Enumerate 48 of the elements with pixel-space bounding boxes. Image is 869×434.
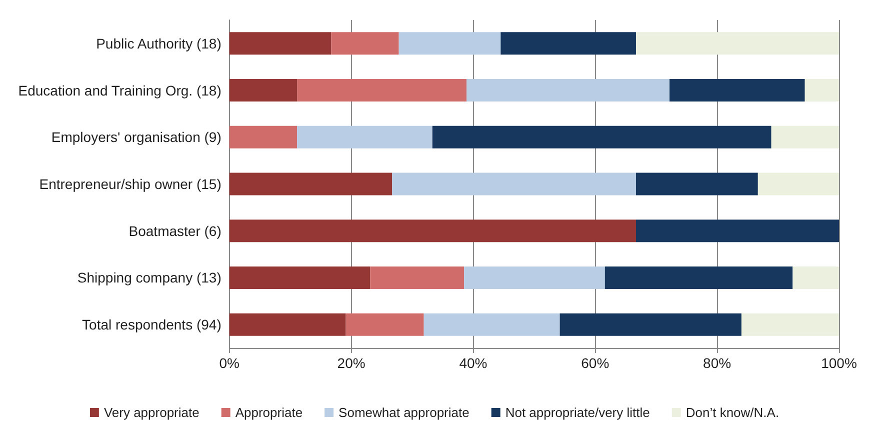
- y-tick-label: Shipping company (13): [77, 270, 222, 286]
- bar: [331, 32, 399, 55]
- x-tick-label: 100%: [821, 355, 857, 371]
- bar: [229, 266, 370, 289]
- x-tick-label: 40%: [459, 355, 488, 371]
- y-tick-label: Employers' organisation (9): [51, 129, 222, 146]
- bar: [636, 220, 839, 242]
- bar: [604, 266, 793, 289]
- bar: [229, 172, 392, 196]
- legend-label: Somewhat appropriate: [338, 405, 470, 420]
- x-tick-label: 60%: [581, 355, 610, 371]
- bar: [670, 79, 805, 102]
- x-tick-label: 80%: [703, 355, 732, 371]
- bar: [636, 172, 758, 196]
- bar: [229, 126, 298, 148]
- bar: [424, 313, 560, 336]
- bar: [466, 79, 670, 102]
- bar: [464, 266, 605, 289]
- y-tick-label: Total respondents (94): [82, 316, 222, 333]
- legend-label: Not appropriate/very little: [505, 405, 650, 420]
- legend-label: Very appropriate: [104, 405, 200, 420]
- bar: [229, 32, 332, 55]
- y-tick-label: Education and Training Org. (18): [18, 82, 222, 98]
- bar: [758, 172, 839, 196]
- legend-label: Appropriate: [235, 405, 303, 420]
- x-tick-label: 20%: [337, 355, 366, 371]
- bar: [229, 79, 298, 102]
- bar: [792, 266, 839, 289]
- x-tick-label: 0%: [219, 355, 240, 371]
- y-tick-label: Boatmaster (6): [128, 222, 222, 239]
- bar: [560, 313, 742, 336]
- bar: [741, 313, 839, 336]
- bar: [636, 32, 839, 55]
- legend-label: Don’t know/N.A.: [686, 405, 780, 420]
- bar: [297, 126, 432, 148]
- bar: [392, 172, 636, 196]
- y-tick-label: Public Authority (18): [96, 35, 222, 52]
- bar: [432, 126, 772, 148]
- bar: [398, 32, 501, 55]
- bar: [229, 313, 346, 336]
- bar: [500, 32, 636, 55]
- bar: [370, 266, 464, 289]
- bar: [346, 313, 424, 336]
- bar: [804, 79, 839, 102]
- bar: [297, 79, 467, 102]
- bar: [229, 220, 636, 242]
- bar: [771, 126, 839, 148]
- y-tick-label: Entrepreneur/ship owner (15): [39, 176, 222, 192]
